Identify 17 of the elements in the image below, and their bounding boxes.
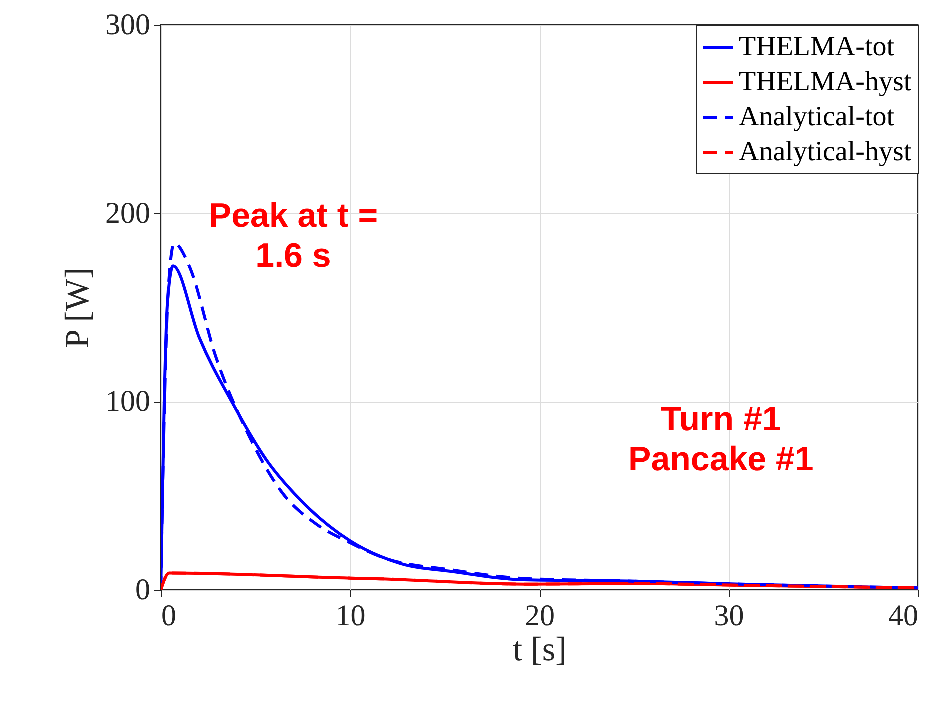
y-tick-label: 200 [106, 196, 150, 230]
annotation: Turn #1 Pancake #1 [628, 400, 814, 478]
x-tick-label: 10 [336, 600, 366, 632]
x-tick-label: 40 [888, 600, 918, 632]
y-tick-label: 0 [136, 574, 150, 606]
legend-label: THELMA-tot [739, 32, 895, 62]
legend-label: Analytical-hyst [739, 136, 912, 168]
x-tick-label: 30 [714, 600, 744, 632]
legend-label: THELMA-hyst [739, 66, 912, 98]
x-tick-label: 20 [525, 600, 555, 632]
y-tick-label: 100 [106, 385, 150, 418]
y-axis-title: P [W] [60, 268, 96, 348]
annotation: Peak at t = 1.6 s [208, 197, 378, 276]
y-tick-label: 300 [106, 8, 150, 42]
legend-label: Analytical-tot [739, 102, 895, 132]
x-tick-label: 0 [162, 600, 176, 632]
x-axis-title: t [s] [513, 632, 567, 668]
